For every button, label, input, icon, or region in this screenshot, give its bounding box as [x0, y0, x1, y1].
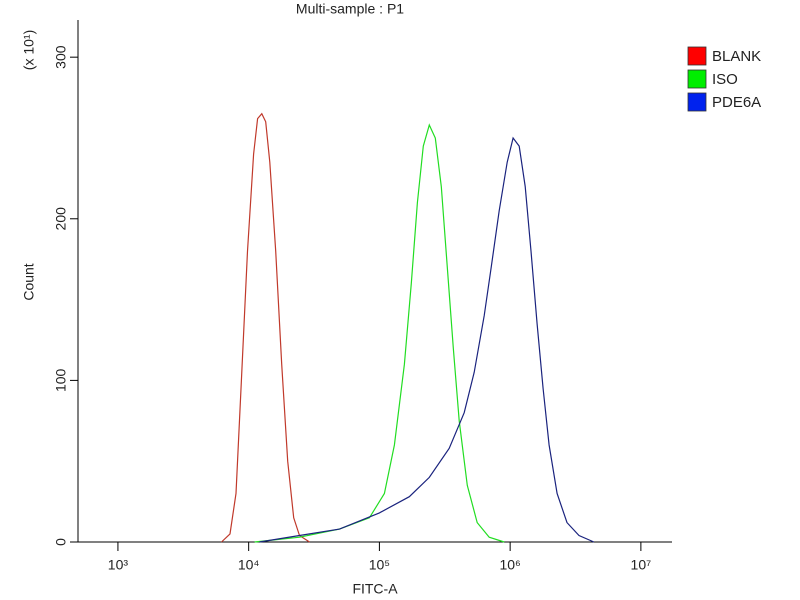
- legend-label: PDE6A: [712, 94, 761, 111]
- x-tick-label: 10⁷: [631, 557, 652, 573]
- legend-swatch: [687, 92, 707, 112]
- legend-label: ISO: [712, 71, 738, 88]
- y-tick-label: 0: [53, 538, 69, 546]
- histogram-line: [259, 136, 595, 543]
- legend-label: BLANK: [712, 48, 761, 65]
- histogram-line: [221, 112, 310, 543]
- legend-swatch: [687, 46, 707, 66]
- chart-title: Multi-sample : P1: [296, 1, 404, 17]
- y-multiplier: (x 10¹): [21, 30, 37, 70]
- x-tick-label: 10⁴: [238, 557, 260, 573]
- y-tick-label: 300: [53, 45, 69, 69]
- y-axis-label: Count: [21, 263, 37, 300]
- legend-swatch: [687, 69, 707, 89]
- x-tick-label: 10³: [108, 557, 129, 573]
- x-axis-label: FITC-A: [352, 581, 398, 597]
- x-tick-label: 10⁵: [369, 557, 390, 573]
- histogram-line: [254, 123, 505, 543]
- y-tick-label: 200: [53, 207, 69, 231]
- x-tick-label: 10⁶: [499, 557, 520, 573]
- y-tick-label: 100: [53, 368, 69, 392]
